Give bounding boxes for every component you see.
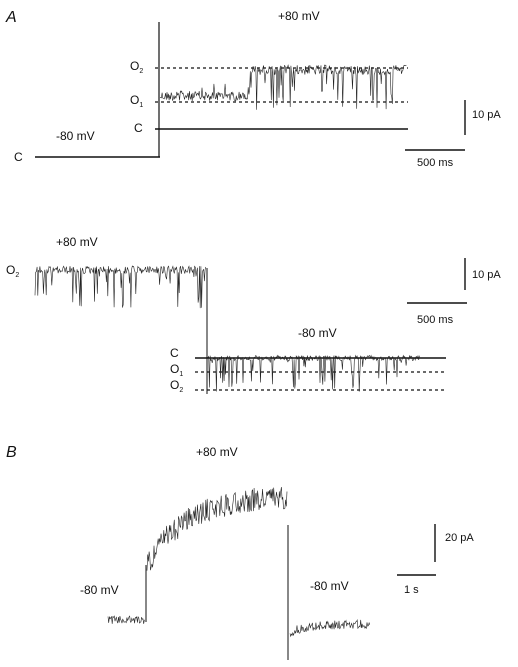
trace2-o2-left-label: O2 bbox=[6, 263, 19, 279]
trace2-o1-label: O1 bbox=[170, 362, 183, 378]
trace2-scale-current-label: 10 pA bbox=[472, 269, 501, 281]
trace2-o2-label: O2 bbox=[170, 378, 183, 394]
trace2-step-voltage: +80 mV bbox=[56, 235, 98, 249]
trace1-closed-label: C bbox=[134, 121, 143, 135]
trace1-current-record bbox=[159, 64, 407, 110]
trace2-scale-time-label: 500 ms bbox=[417, 314, 454, 326]
panel-b-scale-current-label: 20 pA bbox=[445, 532, 474, 544]
panel-b-current-record bbox=[107, 487, 371, 638]
trace1-scale-time-label: 500 ms bbox=[417, 157, 454, 169]
trace1-step-voltage: +80 mV bbox=[278, 9, 320, 23]
panel-b-hold-voltage-right: -80 mV bbox=[310, 579, 349, 593]
panel-b-scale-time-label: 1 s bbox=[404, 584, 419, 596]
trace2-hold-voltage: -80 mV bbox=[298, 326, 337, 340]
trace1-o1-label: O1 bbox=[130, 93, 143, 109]
trace1-closed-baseline-label: C bbox=[14, 150, 23, 164]
panel-a-label: A bbox=[5, 9, 17, 26]
panel-b-label: B bbox=[6, 444, 17, 461]
trace1-hold-voltage: -80 mV bbox=[56, 129, 95, 143]
trace1-o2-label: O2 bbox=[130, 59, 143, 75]
panel-b-step-voltage: +80 mV bbox=[196, 445, 238, 459]
panel-b-hold-voltage-left: -80 mV bbox=[80, 583, 119, 597]
trace1-scale-current-label: 10 pA bbox=[472, 109, 501, 121]
trace2-current-record bbox=[34, 265, 420, 392]
trace2-closed-label: C bbox=[170, 346, 179, 360]
